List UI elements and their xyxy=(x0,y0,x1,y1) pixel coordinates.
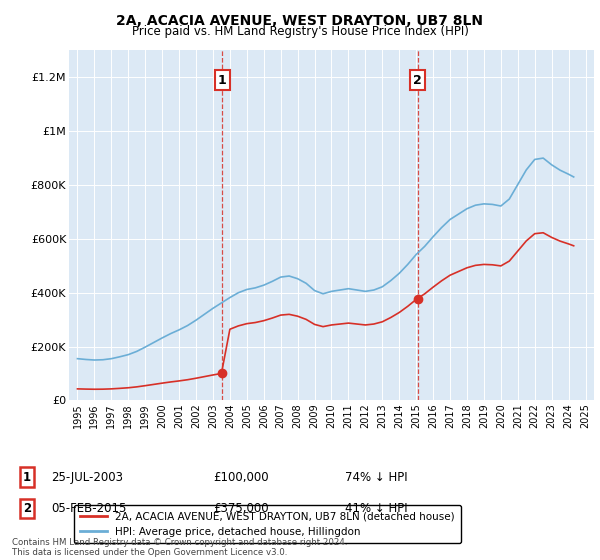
Text: 74% ↓ HPI: 74% ↓ HPI xyxy=(345,470,407,484)
Text: 41% ↓ HPI: 41% ↓ HPI xyxy=(345,502,407,515)
Text: £375,000: £375,000 xyxy=(213,502,269,515)
Text: 2A, ACACIA AVENUE, WEST DRAYTON, UB7 8LN: 2A, ACACIA AVENUE, WEST DRAYTON, UB7 8LN xyxy=(116,14,484,28)
Text: Contains HM Land Registry data © Crown copyright and database right 2024.
This d: Contains HM Land Registry data © Crown c… xyxy=(12,538,347,557)
Text: Price paid vs. HM Land Registry's House Price Index (HPI): Price paid vs. HM Land Registry's House … xyxy=(131,25,469,38)
Text: 05-FEB-2015: 05-FEB-2015 xyxy=(51,502,127,515)
Text: 2: 2 xyxy=(413,73,422,86)
Text: 25-JUL-2003: 25-JUL-2003 xyxy=(51,470,123,484)
Text: 1: 1 xyxy=(218,73,227,86)
Text: 2: 2 xyxy=(23,502,31,515)
Text: £100,000: £100,000 xyxy=(213,470,269,484)
Text: 1: 1 xyxy=(23,470,31,484)
Legend: 2A, ACACIA AVENUE, WEST DRAYTON, UB7 8LN (detached house), HPI: Average price, d: 2A, ACACIA AVENUE, WEST DRAYTON, UB7 8LN… xyxy=(74,505,461,543)
